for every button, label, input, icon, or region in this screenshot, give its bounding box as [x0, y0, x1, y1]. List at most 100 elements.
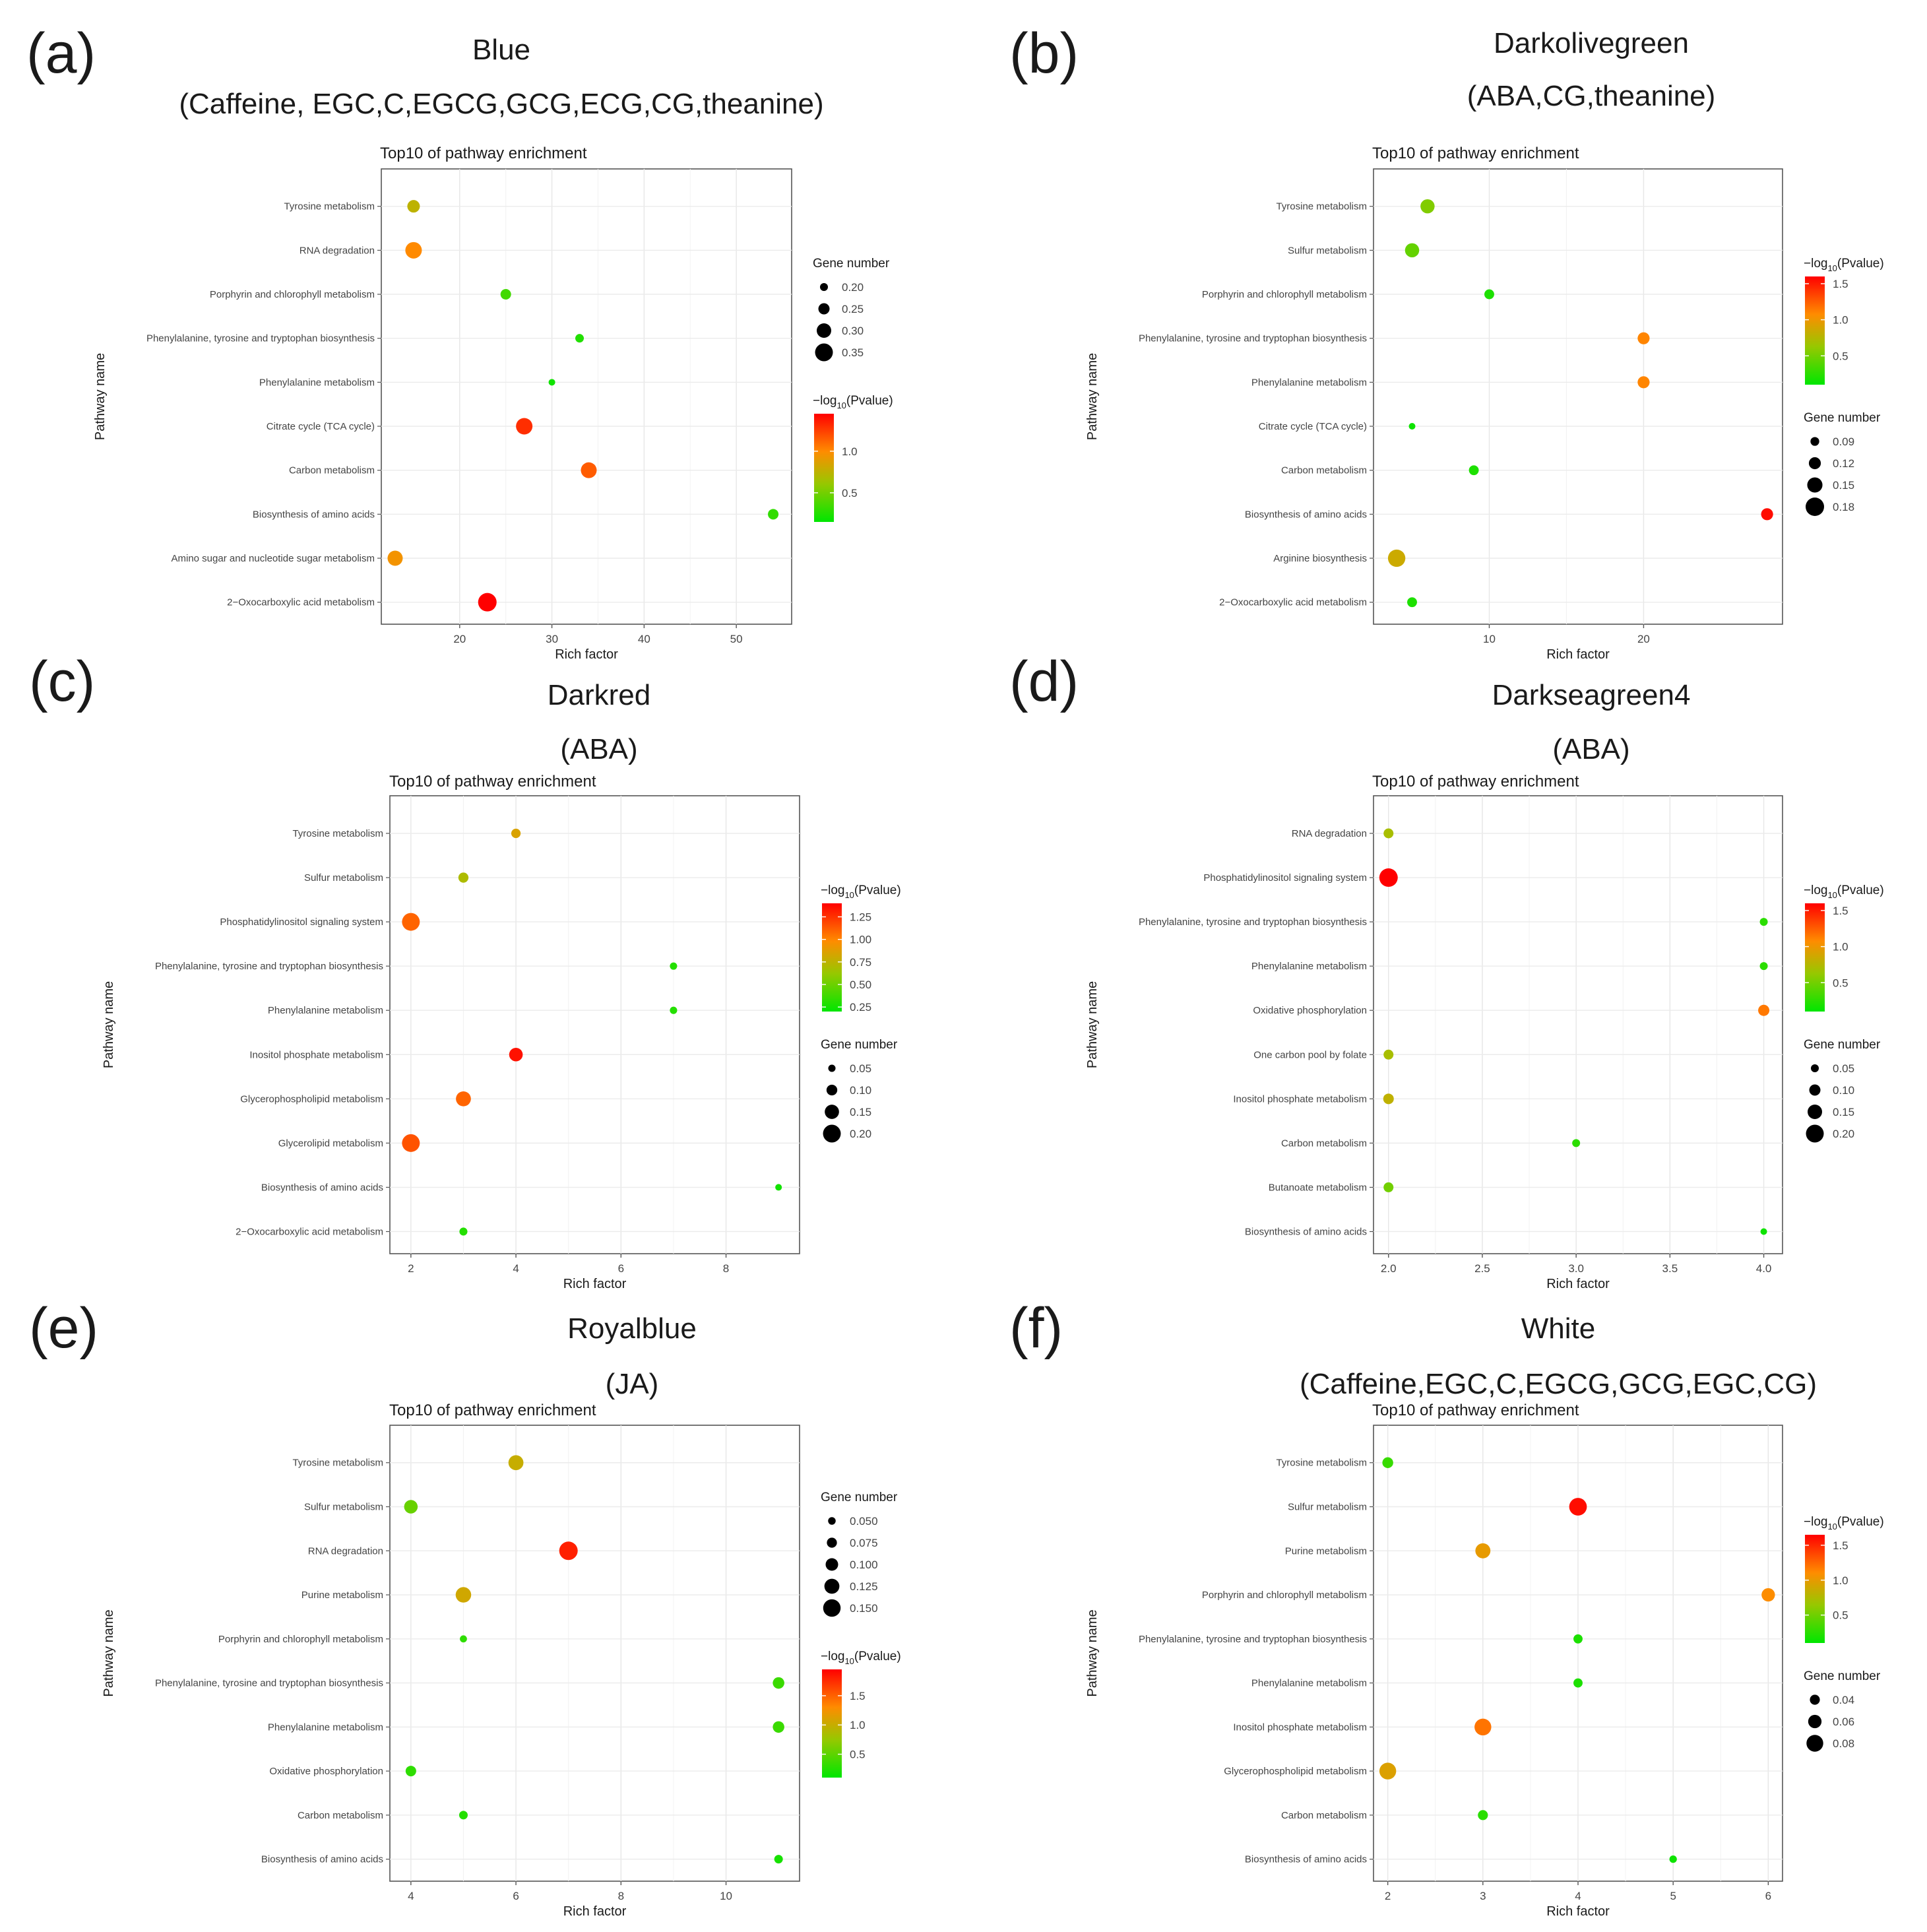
size-legend-label: 0.15 [1833, 479, 1854, 492]
data-point [407, 200, 420, 213]
chart-title: Top10 of pathway enrichment [1372, 145, 1579, 162]
size-legend-label: 0.100 [850, 1559, 878, 1571]
trait-list: (ABA) [1552, 733, 1629, 765]
size-legend-label: 0.15 [850, 1106, 871, 1118]
data-point [773, 1677, 784, 1689]
panel-letter: (e) [29, 1297, 98, 1360]
color-bar-label: 1.0 [1833, 1574, 1848, 1587]
size-legend-dot [1810, 437, 1819, 446]
data-point [559, 1541, 578, 1561]
color-bar [1805, 1535, 1825, 1643]
chart-title: Top10 of pathway enrichment [1372, 1401, 1579, 1419]
size-legend-label: 0.125 [850, 1580, 878, 1593]
pathway-label: Phosphatidylinositol signaling system [220, 917, 383, 928]
pathway-label: Glycerophospholipid metabolism [1224, 1766, 1367, 1777]
pathway-label: Inositol phosphate metabolism [1233, 1093, 1367, 1105]
color-bar-label: 0.5 [1833, 1609, 1848, 1622]
pathway-label: Porphyrin and chlorophyll metabolism [1202, 289, 1367, 300]
size-legend-dot [1806, 498, 1824, 516]
data-point [455, 1587, 472, 1603]
data-point [773, 1721, 784, 1733]
data-point [402, 913, 420, 931]
x-tick-label: 6 [513, 1890, 519, 1902]
size-legend-label: 0.20 [842, 281, 864, 294]
pathway-label: Oxidative phosphorylation [1253, 1005, 1367, 1016]
y-axis-label: Pathway name [1085, 981, 1100, 1068]
panel-letter: (d) [1009, 650, 1079, 713]
size-legend-label: 0.15 [1833, 1106, 1854, 1118]
pathway-label: Oxidative phosphorylation [269, 1766, 383, 1777]
pathway-label: Tyrosine metabolism [292, 1458, 383, 1469]
color-legend-title: −log10(Pvalue) [813, 394, 893, 410]
data-point [1572, 1139, 1581, 1147]
pathway-label: Porphyrin and chlorophyll metabolism [1202, 1590, 1367, 1601]
x-axis-label: Rich factor [563, 1904, 627, 1919]
x-tick-label: 4 [513, 1262, 519, 1275]
x-tick-label: 10 [720, 1890, 732, 1902]
color-bar [822, 903, 842, 1012]
size-legend-label: 0.35 [842, 346, 864, 359]
x-tick-label: 2 [1385, 1890, 1391, 1902]
x-tick-label: 4.0 [1756, 1262, 1772, 1275]
pathway-label: Tyrosine metabolism [1276, 1458, 1367, 1469]
data-point [768, 509, 779, 520]
pathway-label: Arginine biosynthesis [1273, 553, 1367, 564]
data-point [1759, 962, 1768, 971]
y-axis-label: Pathway name [1085, 353, 1100, 440]
data-point [1420, 199, 1435, 214]
color-bar-label: 0.25 [850, 1001, 871, 1014]
plot-area [1373, 168, 1783, 625]
x-axis-label: Rich factor [563, 1277, 627, 1291]
size-legend-label: 0.20 [1833, 1128, 1854, 1140]
x-tick-label: 30 [546, 633, 558, 645]
module-name: Darkolivegreen [1494, 27, 1689, 59]
x-tick-label: 6 [1765, 1890, 1771, 1902]
data-point [1761, 508, 1773, 521]
size-legend-dot [820, 283, 828, 291]
pathway-label: Sulfur metabolism [1288, 1502, 1367, 1513]
x-tick-label: 5 [1670, 1890, 1676, 1902]
data-point [1484, 289, 1494, 300]
pathway-label: Tyrosine metabolism [292, 828, 383, 839]
pathway-label: Amino sugar and nucleotide sugar metabol… [171, 553, 375, 564]
pathway-label: Carbon metabolism [1281, 1810, 1367, 1821]
data-point [1573, 1678, 1583, 1688]
pathway-label: Biosynthesis of amino acids [1245, 1854, 1367, 1865]
data-point [516, 418, 533, 435]
color-bar [822, 1669, 842, 1778]
color-bar-label: 0.75 [850, 956, 871, 969]
size-legend-label: 0.30 [842, 325, 864, 337]
pathway-label: Tyrosine metabolism [284, 201, 375, 212]
size-legend-title: Gene number [821, 1038, 898, 1052]
data-point [548, 379, 555, 386]
data-point [500, 289, 511, 300]
size-legend-label: 0.050 [850, 1515, 878, 1528]
pathway-label: Carbon metabolism [298, 1810, 383, 1821]
panel-a: (a) Blue (Caffeine, EGC,C,EGCG,GCG,ECG,CG,… [26, 22, 893, 662]
size-legend-title: Gene number [1804, 1038, 1881, 1052]
data-point [460, 1635, 467, 1643]
x-tick-label: 6 [618, 1262, 624, 1275]
size-legend-dot [818, 303, 830, 315]
size-legend-label: 0.12 [1833, 457, 1854, 470]
pathway-label: Phenylalanine, tyrosine and tryptophan b… [155, 1678, 383, 1689]
chart-title: Top10 of pathway enrichment [389, 773, 596, 790]
size-legend-title: Gene number [1804, 1669, 1881, 1683]
module-name: Darkred [548, 679, 651, 711]
y-axis-label: Pathway name [102, 1609, 116, 1696]
pathway-label: Phenylalanine metabolism [268, 1722, 383, 1733]
data-point [456, 1091, 471, 1107]
size-legend-title: Gene number [1804, 411, 1881, 425]
color-bar-label: 0.5 [842, 487, 858, 499]
x-tick-label: 2.0 [1381, 1262, 1397, 1275]
trait-list: (JA) [606, 1368, 659, 1400]
pathway-label: Phosphatidylinositol signaling system [1203, 872, 1367, 884]
size-legend-dot [817, 323, 831, 338]
size-legend-dot [823, 1599, 841, 1617]
color-bar [814, 414, 834, 522]
chart-title: Top10 of pathway enrichment [380, 145, 587, 162]
data-point [1761, 1588, 1775, 1602]
size-legend-dot [1807, 477, 1823, 493]
data-point [1760, 1228, 1767, 1235]
pathway-label: Phenylalanine metabolism [1251, 961, 1367, 972]
